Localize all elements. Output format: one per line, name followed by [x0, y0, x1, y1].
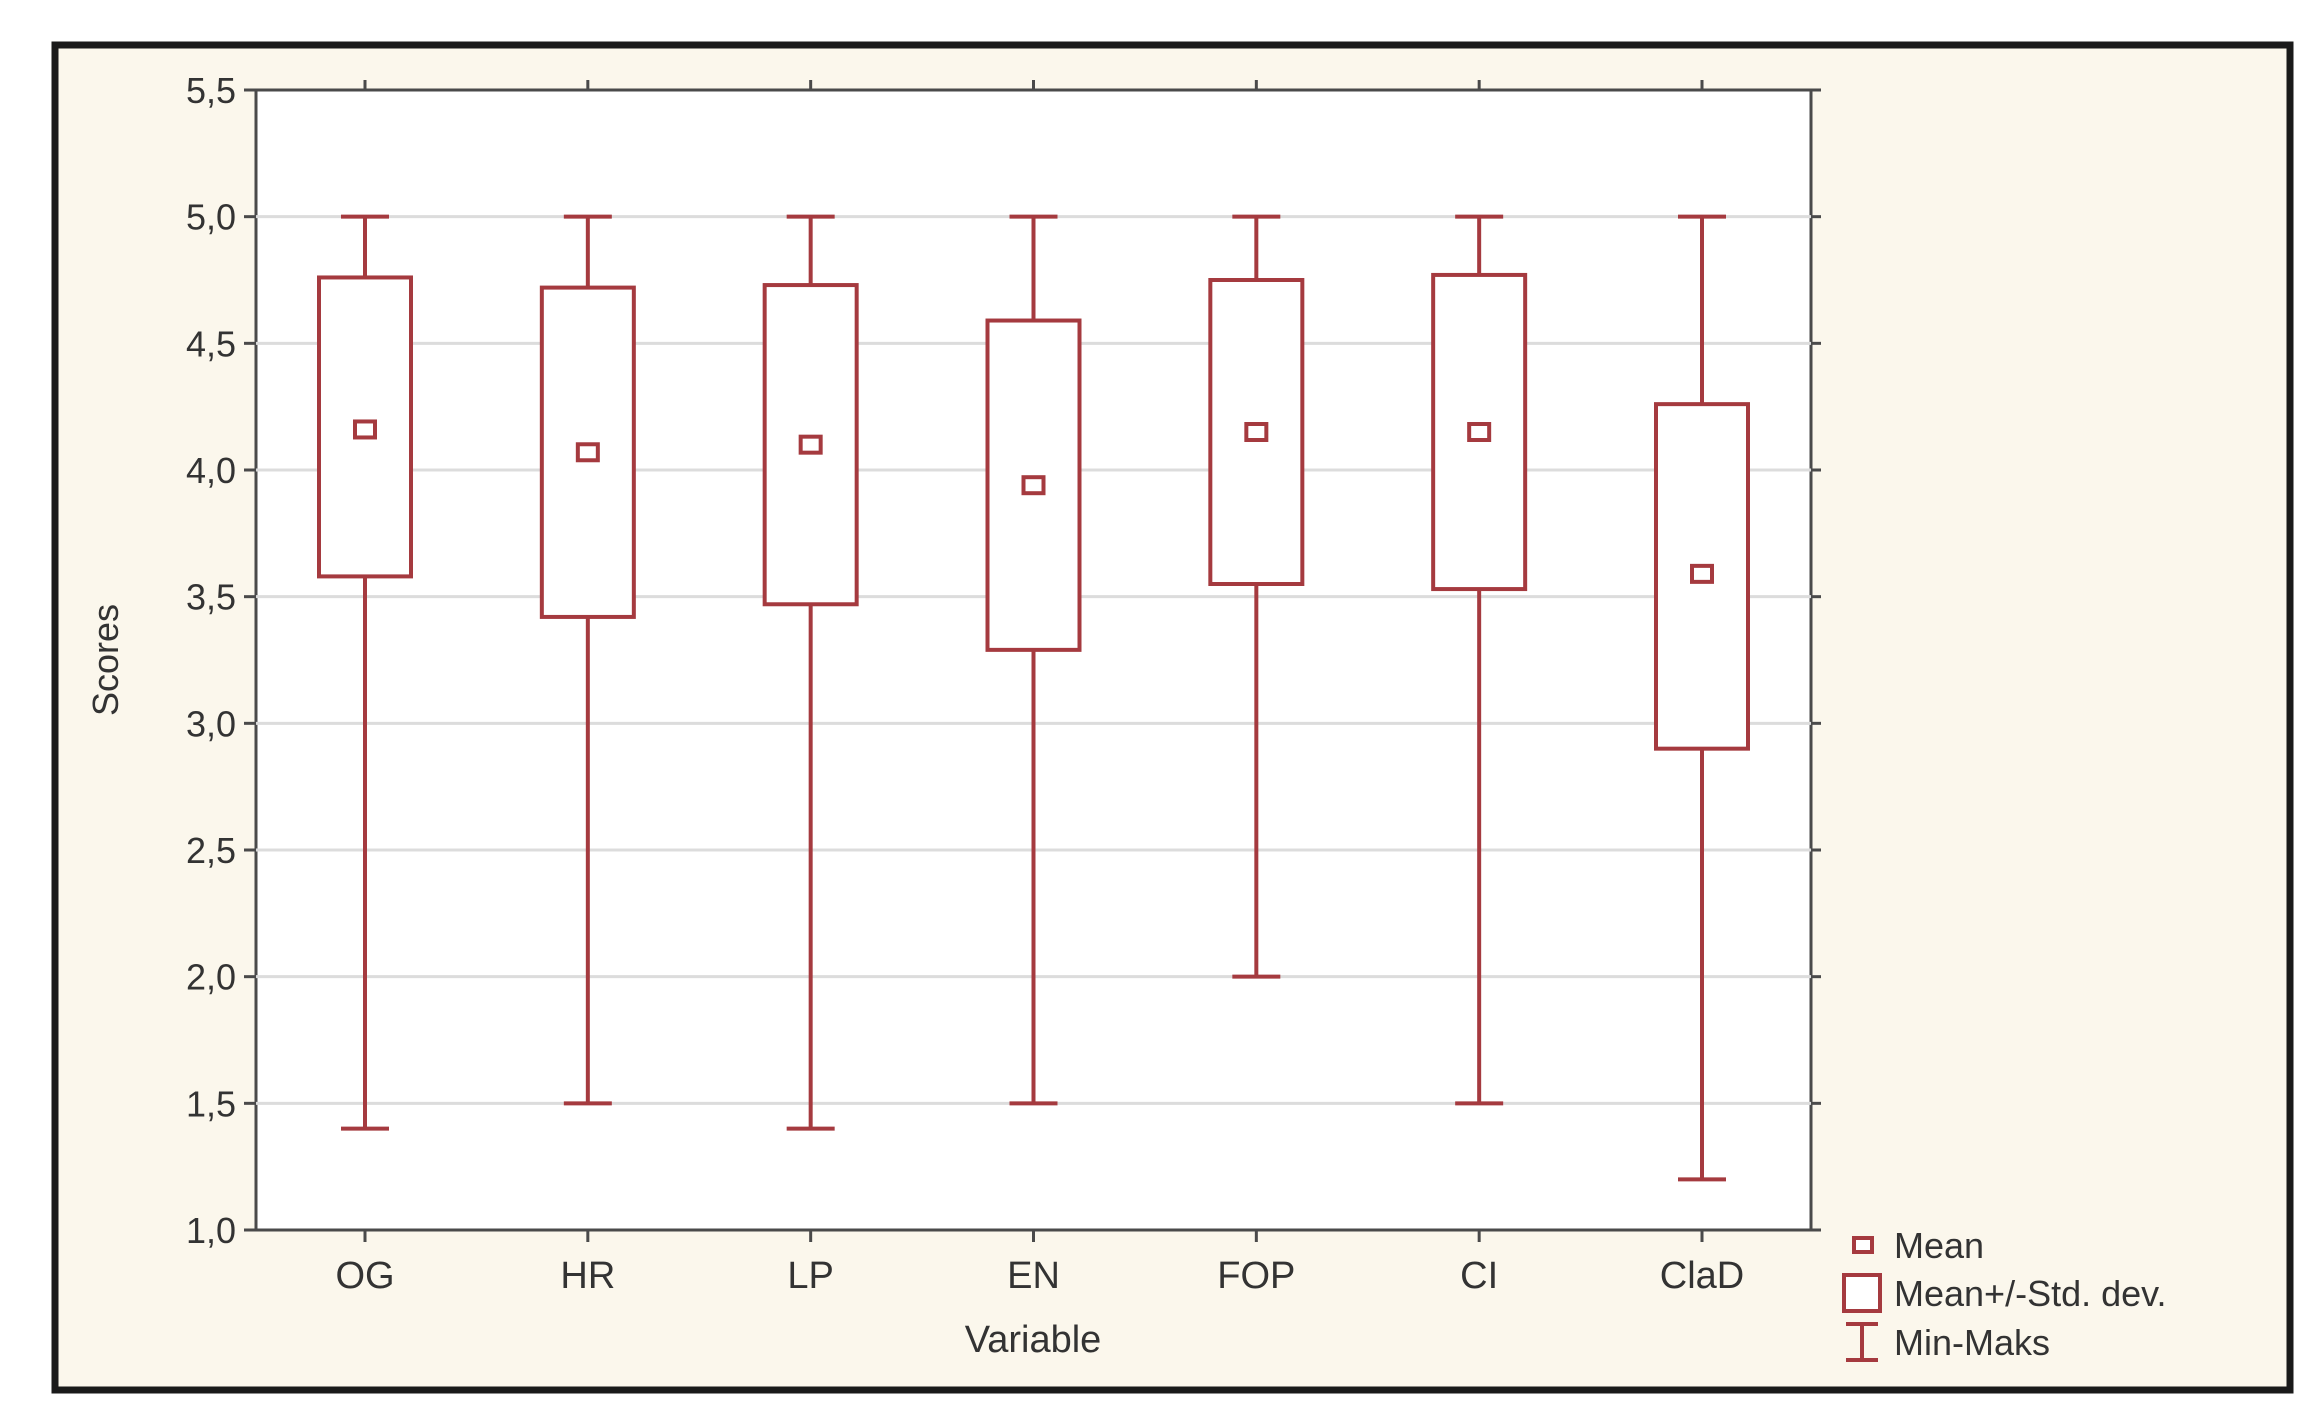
legend-label: Min-Maks: [1894, 1322, 2050, 1363]
mean-marker: [1467, 422, 1492, 442]
mean-marker: [798, 434, 823, 455]
legend-box-icon: [1842, 1273, 1882, 1313]
y-tick-label: 2,5: [186, 830, 236, 871]
x-tick-label: CI: [1460, 1255, 1498, 1297]
y-tick-label: 5,5: [186, 70, 236, 111]
y-tick-label: 1,5: [186, 1083, 236, 1124]
y-tick-label: 1,0: [186, 1210, 236, 1251]
box-group-ci: [1431, 214, 1528, 1106]
y-tick-label: 5,0: [186, 197, 236, 238]
legend-mean-icon: [1852, 1236, 1874, 1254]
legend-label: Mean+/-Std. dev.: [1894, 1273, 2166, 1314]
x-tick-label: HR: [560, 1255, 615, 1297]
mean-marker: [575, 442, 600, 463]
box-group-en: [985, 214, 1082, 1106]
legend-item-mean: Mean: [1852, 1225, 1984, 1266]
x-tick-label: OG: [335, 1255, 394, 1297]
legend-item-box: Mean+/-Std. dev.: [1842, 1273, 2166, 1314]
box-group-hr: [539, 214, 636, 1106]
legend-label: Mean: [1894, 1225, 1984, 1266]
mean-marker: [1021, 475, 1046, 496]
x-tick-label: FOP: [1217, 1255, 1295, 1297]
y-tick-label: 4,0: [186, 450, 236, 491]
mean-marker: [1690, 563, 1714, 584]
x-tick-label: ClaD: [1660, 1255, 1744, 1297]
legend: Mean Mean+/-Std. dev. Min-Maks: [1842, 1225, 2166, 1363]
y-tick-label: 3,5: [186, 577, 236, 618]
x-axis-ticks: OG HR LP EN FOP CI ClaD: [335, 80, 1744, 1297]
x-axis-title: Variable: [965, 1319, 1102, 1361]
box-group-lp: [762, 214, 859, 1131]
x-tick-label: LP: [787, 1255, 833, 1297]
legend-item-whisker: Min-Maks: [1846, 1322, 2050, 1363]
y-tick-label: 4,5: [186, 323, 236, 364]
x-tick-label: EN: [1007, 1255, 1060, 1297]
std-dev-box: [1431, 272, 1528, 592]
box-group-clad: [1654, 214, 1750, 1182]
box-group-fop: [1208, 214, 1305, 979]
y-axis-title: Scores: [85, 604, 126, 716]
box-group-og: [317, 214, 413, 1131]
mean-marker: [353, 419, 377, 440]
y-tick-label: 2,0: [186, 957, 236, 998]
boxes: [317, 214, 1750, 1182]
y-axis-ticks: 1,0 1,5 2,0 2,5 3,0 3,5 4,0 4,5 5,0 5,5: [186, 70, 1821, 1251]
mean-marker: [1244, 422, 1269, 442]
y-tick-label: 3,0: [186, 703, 236, 744]
